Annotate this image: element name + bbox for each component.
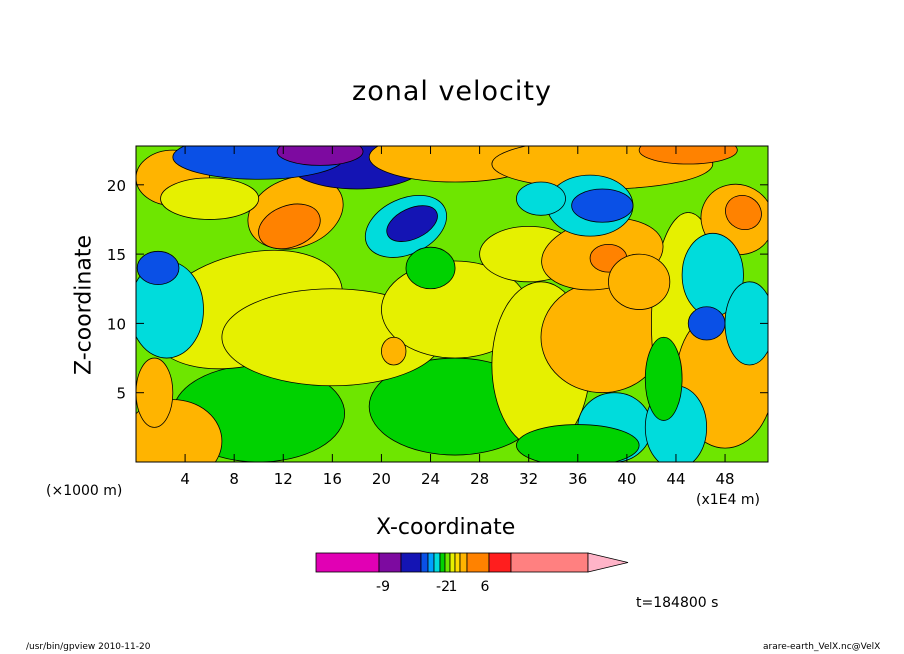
contour-region [725, 195, 762, 231]
contour-region [136, 357, 174, 428]
footer-program-date: /usr/bin/gpview 2010-11-20 [26, 642, 151, 652]
y-tick-label: 5 [116, 385, 126, 403]
colorbar-swatch [459, 552, 468, 573]
contour-region [724, 281, 768, 366]
x-tick-label: 24 [421, 470, 440, 488]
contour-region [136, 250, 180, 285]
colorbar-tick-label: -2 [436, 579, 450, 595]
contour-region [405, 246, 456, 290]
contour-region [638, 146, 738, 165]
x-tick-label: 20 [372, 470, 391, 488]
colorbar-swatch [510, 552, 589, 573]
contour-regions [136, 146, 768, 462]
colorbar-swatch [439, 552, 446, 573]
y-axis-label: Z-coordinate [71, 235, 97, 375]
colorbar-tick-label: 1 [449, 579, 458, 595]
contour-region [386, 205, 438, 242]
colorbar-swatch [454, 552, 461, 573]
x-unit-label-left: (×1000 m) [46, 483, 123, 499]
contour-region [516, 181, 566, 216]
contour-region [687, 306, 726, 341]
x-tick-label: 48 [716, 470, 735, 488]
colorbar-swatch [315, 552, 380, 573]
colorbar-tick-label: -9 [376, 579, 390, 595]
colorbar-tick-label: 6 [481, 579, 490, 595]
contour-region [381, 336, 407, 366]
plot-frame [135, 145, 769, 463]
y-tick-label: 10 [107, 315, 126, 333]
colorbar-swatch [420, 552, 429, 573]
colorbar-swatch [444, 552, 451, 573]
contour-region [516, 424, 640, 462]
contour-region [608, 253, 671, 310]
colorbar-swatch [466, 552, 490, 573]
colorbar-swatch [400, 552, 422, 573]
time-label: t=184800 s [636, 595, 719, 611]
x-unit-label-right: (x1E4 m) [696, 492, 760, 508]
x-axis-label: X-coordinate [376, 515, 516, 540]
contour-region [571, 188, 634, 223]
x-tick-label: 40 [617, 470, 636, 488]
colorbar-swatch [449, 552, 456, 573]
x-tick-label: 8 [229, 470, 239, 488]
y-tick-label: 15 [107, 246, 126, 264]
y-tick-label: 20 [107, 177, 126, 195]
footer-file-variable: arare-earth_VelX.nc@VelX [763, 642, 881, 652]
x-tick-label: 44 [666, 470, 685, 488]
colorbar-arrow [587, 552, 629, 573]
contour-region [136, 399, 223, 462]
colorbar-swatch [427, 552, 435, 573]
x-tick-label: 36 [568, 470, 587, 488]
x-tick-label: 4 [180, 470, 190, 488]
contour-region [160, 177, 260, 220]
x-tick-label: 12 [274, 470, 293, 488]
x-tick-label: 28 [470, 470, 489, 488]
colorbar-swatch [488, 552, 512, 573]
colorbar-swatch [433, 552, 441, 573]
x-tick-label: 32 [519, 470, 538, 488]
contour-region [258, 203, 321, 250]
colorbar-swatch [378, 552, 402, 573]
contour-region [644, 336, 683, 421]
contour-region [276, 146, 364, 166]
x-tick-label: 16 [323, 470, 342, 488]
chart-title: zonal velocity [352, 76, 552, 107]
